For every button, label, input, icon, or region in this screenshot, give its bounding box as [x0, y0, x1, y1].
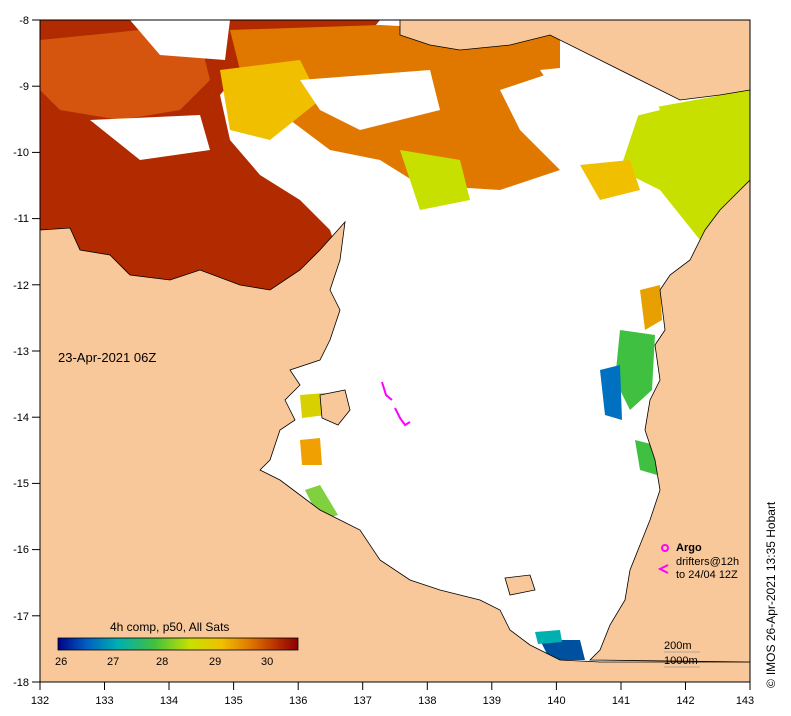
- sst-south-cyan: [535, 630, 562, 644]
- cloud-gap-3: [90, 115, 210, 160]
- y-tick-label: -17: [13, 611, 29, 623]
- x-tick-label: 133: [95, 695, 113, 707]
- y-tick-label: -16: [13, 544, 29, 556]
- y-tick-label: -12: [13, 280, 29, 292]
- argo-marker-icon: [661, 544, 669, 552]
- y-axis-ticks: [32, 19, 40, 683]
- sst-mid-band: [220, 60, 320, 140]
- cloud-gap-4: [540, 60, 660, 130]
- y-tick-label: -10: [13, 147, 29, 159]
- date-label: 23-Apr-2021 06Z: [58, 350, 157, 365]
- legend-drifters-range: to 24/04 12Z: [676, 569, 738, 581]
- land-cape-york: [589, 179, 750, 663]
- y-tick-label: -13: [13, 346, 29, 358]
- x-tick-label: 139: [483, 695, 501, 707]
- sst-east-coast-blue: [600, 365, 622, 420]
- colorbar-tick: 29: [209, 656, 222, 668]
- drifter-track: [394, 407, 411, 427]
- x-tick-label: 140: [547, 695, 565, 707]
- x-tick-label: 138: [418, 695, 436, 707]
- y-tick-label: -15: [13, 478, 29, 490]
- y-tick-label: -11: [14, 213, 29, 225]
- y-tick-label: -9: [19, 81, 29, 93]
- x-axis-labels: 132 133 134 135 136 137 138 139 140 141 …: [31, 695, 754, 707]
- sst-west-orange: [300, 438, 322, 465]
- colorbar-tick: 28: [156, 656, 169, 668]
- sst-south-blue: [540, 640, 585, 660]
- sst-mild-east: [620, 90, 750, 240]
- land-mornington: [504, 574, 536, 596]
- colorbar-tick: 26: [55, 656, 68, 668]
- sst-west-yellow: [300, 393, 326, 418]
- y-tick-label: -18: [13, 677, 29, 689]
- x-tick-label: 136: [289, 695, 307, 707]
- y-tick-label: -14: [13, 412, 29, 424]
- drifter-marker-icon: [657, 564, 669, 574]
- colorbar: [57, 637, 299, 651]
- legend-argo-label: Argo: [676, 542, 702, 554]
- x-tick-label: 143: [736, 695, 754, 707]
- legend-contour-1000: 1000m: [664, 655, 698, 667]
- drifter-tracks: [381, 381, 411, 427]
- cloud-gap-2: [300, 70, 440, 130]
- land-northwest: [40, 220, 750, 682]
- land-new-guinea: [399, 20, 750, 101]
- colorbar-tick: 27: [107, 656, 120, 668]
- sst-east-coast-orange: [640, 285, 662, 330]
- credit-text: IMOS 26-Apr-2021 13:35 Hobart: [764, 501, 778, 676]
- legend-contour-200: 200m: [664, 640, 692, 652]
- cloud-gap-1: [130, 20, 230, 60]
- x-tick-label: 141: [612, 695, 630, 707]
- x-axis-ticks: [39, 682, 751, 690]
- colorbar-title: 4h comp, p50, All Sats: [110, 620, 230, 634]
- x-tick-label: 142: [676, 695, 694, 707]
- legend-drifters-label: drifters@12h: [676, 556, 740, 568]
- sst-east-coast-green: [615, 330, 655, 410]
- sst-west-green: [305, 485, 338, 520]
- copyright-symbol: ©: [764, 679, 778, 688]
- x-tick-label: 132: [31, 695, 49, 707]
- drifter-track: [381, 381, 393, 401]
- x-tick-label: 134: [160, 695, 178, 707]
- sst-mid-east: [580, 160, 640, 200]
- x-tick-label: 137: [354, 695, 372, 707]
- colorbar-tick: 30: [261, 656, 274, 668]
- sst-mild-north: [400, 150, 470, 210]
- credit-line: © IMOS 26-Apr-2021 13:35 Hobart: [764, 502, 778, 688]
- y-tick-label: -8: [19, 15, 29, 27]
- x-tick-label: 135: [224, 695, 242, 707]
- land-groote-eylandt: [319, 389, 351, 426]
- y-axis-labels: -8 -9 -10 -11 -12 -13 -14 -15 -16 -17 -1…: [13, 15, 29, 689]
